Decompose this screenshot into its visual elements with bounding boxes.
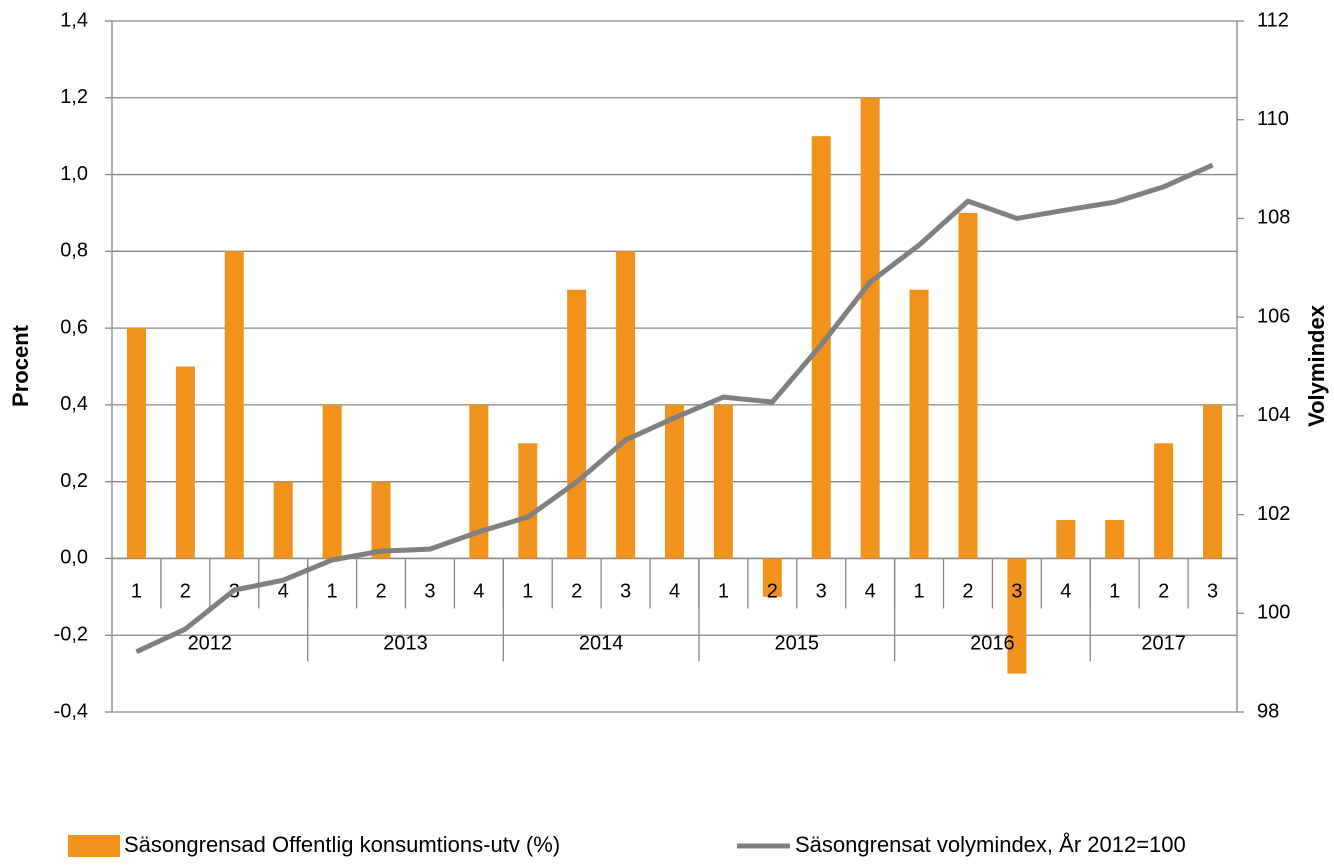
x-tick-label: 1 xyxy=(522,581,533,603)
y2-tick-label: 104 xyxy=(1257,404,1290,426)
bar xyxy=(665,404,684,559)
x-tick-label: 2 xyxy=(180,581,191,603)
bar xyxy=(175,366,195,559)
group-label: 2016 xyxy=(970,633,1015,655)
bar xyxy=(762,558,782,597)
legend-label: Säsongrensat volymindex, År 2012=100 xyxy=(795,832,1186,857)
bar xyxy=(469,404,489,559)
y2-tick-label: 98 xyxy=(1257,700,1279,722)
y2-tick-label: 100 xyxy=(1257,602,1290,624)
x-tick-label: 2 xyxy=(1158,581,1169,603)
bar xyxy=(1056,520,1076,559)
bar xyxy=(273,481,293,559)
x-tick-label: 1 xyxy=(131,581,142,603)
bar xyxy=(1007,558,1027,674)
bar xyxy=(616,251,636,559)
y2-tick-label: 108 xyxy=(1257,207,1290,229)
y-tick-label: 1,0 xyxy=(60,163,88,185)
x-tick-label: 4 xyxy=(278,581,289,603)
bar xyxy=(1105,520,1125,559)
x-tick-label: 1 xyxy=(718,581,729,603)
x-tick-label: 4 xyxy=(1060,581,1071,603)
bar xyxy=(958,212,978,559)
y-tick-label: -0,2 xyxy=(54,624,88,646)
x-tick-label: 3 xyxy=(1011,581,1022,603)
y2-tick-label: 112 xyxy=(1257,9,1289,31)
x-tick-label: 1 xyxy=(914,581,925,603)
y-axis-label: Procent xyxy=(8,324,33,407)
bar xyxy=(371,481,391,559)
bar xyxy=(909,289,929,559)
x-tick-label: 1 xyxy=(1109,581,1120,603)
x-tick-label: 4 xyxy=(473,581,484,603)
x-tick-label: 2 xyxy=(375,581,386,603)
group-label: 2017 xyxy=(1141,633,1186,655)
bar xyxy=(713,404,733,559)
y-tick-label: 0,8 xyxy=(60,240,88,262)
x-tick-label: 2 xyxy=(767,581,778,603)
x-tick-label: 1 xyxy=(327,581,338,603)
x-tick-label: 4 xyxy=(865,581,876,603)
group-label: 2015 xyxy=(775,633,820,655)
y2-tick-label: 106 xyxy=(1257,305,1290,327)
y2-tick-label: 102 xyxy=(1257,503,1290,525)
x-tick-label: 4 xyxy=(669,581,680,603)
bar xyxy=(567,289,587,559)
legend-label: Säsongrensad Offentlig konsumtions-utv (… xyxy=(124,832,560,857)
bar xyxy=(322,404,342,559)
x-tick-label: 2 xyxy=(962,581,973,603)
bar xyxy=(126,328,146,559)
bar xyxy=(224,251,244,559)
x-tick-label: 2 xyxy=(571,581,582,603)
y-tick-label: 1,4 xyxy=(60,9,88,31)
x-tick-label: 3 xyxy=(620,581,631,603)
group-label: 2012 xyxy=(188,633,233,655)
y-tick-label: 0,2 xyxy=(60,470,88,492)
bar xyxy=(1154,443,1174,559)
group-label: 2013 xyxy=(383,633,428,655)
y2-tick-label: 110 xyxy=(1257,108,1289,130)
y-tick-label: -0,4 xyxy=(54,700,88,722)
line xyxy=(135,162,1214,655)
y-tick-label: 0,4 xyxy=(60,393,88,415)
y-tick-label: 1,2 xyxy=(60,86,88,108)
bar xyxy=(1203,404,1223,559)
x-tick-label: 3 xyxy=(816,581,827,603)
legend-swatch xyxy=(68,835,120,857)
x-tick-label: 3 xyxy=(424,581,435,603)
bar xyxy=(518,443,538,559)
y-tick-label: 0,0 xyxy=(60,547,88,569)
group-label: 2014 xyxy=(579,633,624,655)
x-tick-label: 3 xyxy=(1207,581,1218,603)
y2-axis-label: Volymindex xyxy=(1304,304,1329,427)
y-tick-label: 0,6 xyxy=(60,316,88,338)
bar xyxy=(860,97,880,559)
